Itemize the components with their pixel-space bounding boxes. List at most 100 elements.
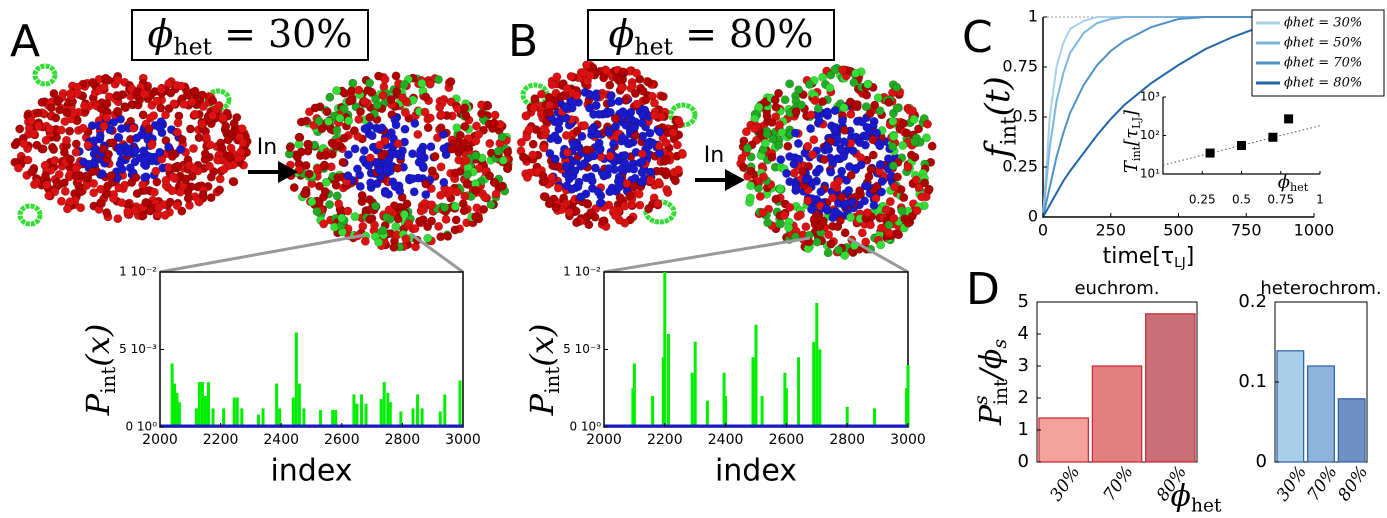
label-part: T [1121, 159, 1142, 173]
bead [883, 154, 893, 164]
x-tick-label: 2400 [708, 432, 744, 448]
bead [89, 188, 99, 198]
y-tick-label: 0.2 [1238, 291, 1267, 312]
bead [42, 180, 52, 190]
bead [784, 223, 794, 233]
bead [672, 140, 682, 150]
bead [50, 156, 60, 166]
bead [41, 135, 51, 145]
bead [562, 148, 572, 158]
x-axis-label: time[τLJ] [1103, 244, 1195, 271]
bead [161, 175, 171, 185]
bead [380, 188, 390, 198]
bead [108, 138, 118, 148]
bead [863, 181, 873, 191]
bead [550, 131, 560, 141]
bead [423, 123, 433, 133]
label-part: int [990, 379, 1012, 405]
panel-title: ϕhet = 30% [148, 12, 353, 61]
bead [332, 125, 342, 135]
bead [206, 193, 216, 203]
bead [528, 150, 538, 160]
bead [818, 217, 828, 227]
label-part: het [634, 32, 673, 60]
bead [462, 170, 472, 180]
bead [582, 60, 592, 70]
bead [903, 162, 913, 172]
bead [856, 160, 866, 170]
bead [460, 103, 470, 113]
bead [421, 190, 431, 200]
bead [618, 67, 628, 77]
x-axis-label: ϕhet [1171, 479, 1222, 516]
bead [862, 122, 872, 132]
bead [194, 133, 204, 143]
bead [803, 141, 813, 151]
bead [649, 98, 659, 108]
label-part: ϕ [148, 12, 174, 56]
bead [435, 102, 445, 112]
bead [775, 184, 785, 194]
scatter-point [1284, 114, 1294, 124]
bead [812, 176, 822, 186]
bead [822, 107, 832, 117]
bead [828, 193, 838, 203]
bead [606, 91, 616, 101]
bead [384, 155, 394, 165]
bead [629, 123, 639, 133]
bead [393, 163, 403, 173]
bead [99, 121, 109, 131]
bead [830, 65, 840, 75]
x-tick-label: 250 [1095, 221, 1126, 240]
y-tick-label: 0.1 [1238, 371, 1267, 392]
inset-y-tick-label: 10² [1140, 128, 1160, 142]
bead [349, 126, 359, 136]
bead [208, 96, 218, 106]
bead [644, 77, 654, 87]
label-part: ] [1186, 244, 1195, 269]
bead [167, 186, 177, 196]
bead [434, 221, 444, 231]
bead [605, 107, 615, 117]
bead [114, 183, 124, 193]
scatter-point [1268, 132, 1278, 142]
bead [829, 125, 839, 135]
bead [300, 189, 310, 199]
bead [197, 119, 207, 129]
label-part: (x) [79, 324, 117, 367]
x-tick-label: 2800 [829, 432, 865, 448]
bead [547, 173, 557, 183]
bead [884, 220, 894, 230]
bead [661, 155, 671, 165]
bead [149, 187, 159, 197]
y-tick-label: 0.5 [1013, 107, 1038, 126]
bead [113, 75, 123, 85]
bead [352, 164, 362, 174]
bead [589, 109, 599, 119]
bead [869, 200, 879, 210]
bead [384, 205, 394, 215]
bead [577, 131, 587, 141]
bead [595, 145, 605, 155]
y-axis-label: fint(t) [978, 76, 1020, 161]
bead [774, 140, 784, 150]
bead [903, 218, 913, 228]
bead [393, 214, 403, 224]
bead [359, 146, 369, 156]
bead [96, 198, 106, 208]
label-part: P [523, 393, 561, 416]
bead [145, 113, 155, 123]
bead [365, 112, 375, 122]
bead [155, 147, 165, 157]
y-tick-label: 0 10⁰ [125, 420, 157, 434]
bead [593, 187, 603, 197]
bead [884, 228, 894, 238]
bead [584, 220, 594, 230]
x-tick-label: 2600 [324, 432, 360, 448]
bead [897, 206, 907, 216]
bead [81, 171, 91, 181]
bead [614, 96, 624, 106]
bead [215, 174, 225, 184]
x-tick-label: 30% [1273, 462, 1311, 504]
bead [471, 151, 481, 161]
